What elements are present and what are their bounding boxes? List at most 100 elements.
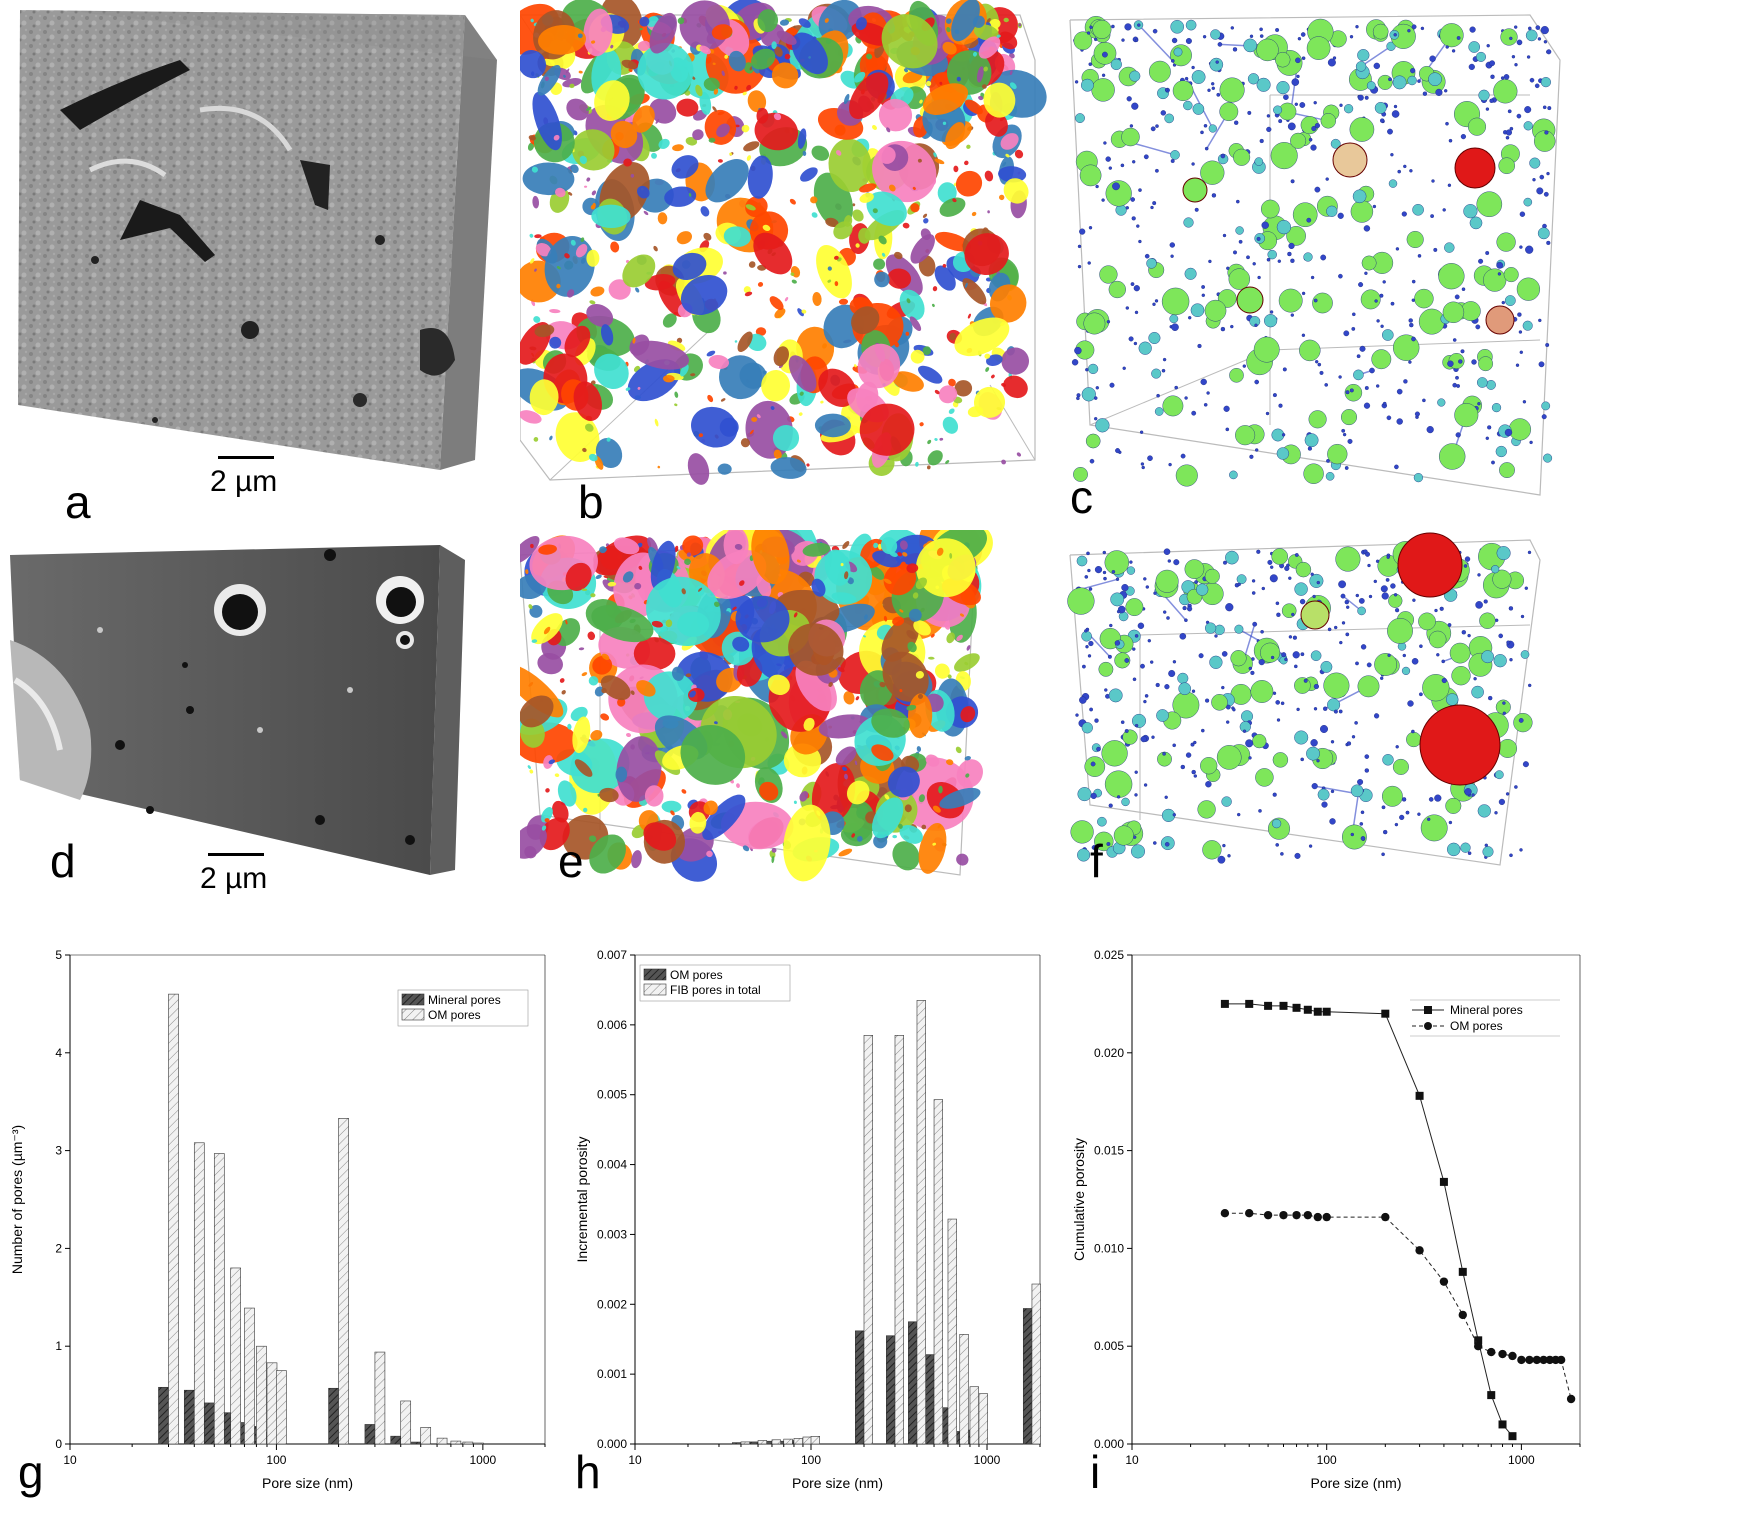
- bar-fib-pores-in-total: [916, 1000, 926, 1445]
- pore-sphere: [1094, 831, 1114, 852]
- pore-blob: [747, 90, 767, 113]
- pore-sphere: [1315, 360, 1319, 364]
- pore-sphere: [1225, 603, 1234, 612]
- pore-sphere: [1095, 386, 1099, 390]
- pore-sphere: [1306, 217, 1312, 223]
- pore-sphere: [1441, 659, 1446, 664]
- pore-sphere: [1232, 47, 1238, 52]
- pore-sphere: [1374, 713, 1380, 719]
- pore-sphere: [1529, 157, 1541, 169]
- pore-sphere: [1546, 240, 1551, 245]
- pore-sphere: [1111, 570, 1116, 574]
- pore-sphere: [1153, 591, 1157, 595]
- pore-blob: [538, 544, 557, 555]
- pore-blob: [553, 134, 560, 141]
- pore-sphere: [1401, 211, 1407, 217]
- marker-circle: [1292, 1210, 1301, 1220]
- pore-sphere: [1456, 384, 1460, 388]
- pore-blob: [797, 308, 804, 317]
- pore-blob: [739, 580, 745, 586]
- pore-sphere: [1364, 386, 1369, 391]
- pore-spheres-f: [1067, 532, 1533, 864]
- pore-blob: [643, 210, 649, 216]
- pore-sphere: [1108, 688, 1123, 703]
- pore-blob: [1003, 17, 1009, 23]
- pore-blob: [706, 850, 713, 858]
- pore-blob: [855, 696, 860, 701]
- pore-sphere: [1401, 666, 1411, 676]
- scale-bar-d: [208, 853, 264, 856]
- pore-blob: [909, 316, 922, 332]
- pore-blob: [583, 8, 613, 57]
- pore-blob: [899, 689, 903, 693]
- pore-sphere: [1274, 52, 1291, 68]
- pore-sphere: [1294, 730, 1309, 745]
- pore-sphere: [1196, 583, 1209, 596]
- pore-sphere: [1506, 640, 1511, 645]
- pore-blob: [932, 842, 937, 846]
- pore-sphere: [1308, 410, 1327, 429]
- pore-blob: [892, 834, 897, 839]
- pore-sphere: [1216, 92, 1221, 97]
- pore-sphere: [1266, 114, 1271, 118]
- pore-sphere: [1306, 36, 1331, 60]
- pore-sphere: [1463, 564, 1468, 568]
- pore-blob: [1003, 178, 1029, 204]
- pore-blob: [930, 633, 935, 638]
- pore-blob: [582, 447, 587, 453]
- pore-sphere: [1349, 388, 1354, 393]
- pore-blob: [580, 237, 585, 243]
- pore-sphere: [1249, 315, 1261, 327]
- legend-label: OM pores: [428, 1008, 481, 1022]
- pore-sphere: [1519, 211, 1526, 217]
- pore-sphere: [1308, 844, 1313, 848]
- pore-sphere: [1485, 250, 1490, 255]
- marker-square: [1313, 1007, 1322, 1016]
- pore-blob: [1016, 452, 1022, 457]
- pore-blob: [578, 70, 583, 74]
- pore-sphere: [1338, 580, 1346, 589]
- pore-blob: [554, 187, 566, 198]
- pore-blob: [910, 349, 925, 364]
- pore-sphere: [1085, 644, 1089, 649]
- pore-sphere: [1357, 606, 1366, 616]
- pore-blob: [811, 145, 830, 161]
- pore-sphere: [1507, 109, 1512, 114]
- pore-sphere: [1419, 644, 1423, 648]
- pore-sphere: [1324, 383, 1329, 387]
- pore-sphere: [1149, 60, 1171, 83]
- marker-square: [1245, 999, 1254, 1008]
- pore-sphere: [1460, 842, 1471, 853]
- pore-sphere: [1538, 361, 1545, 368]
- pore-blob: [998, 31, 1018, 50]
- pore-blob: [534, 268, 537, 272]
- pore-blob: [702, 794, 746, 840]
- pore-sphere: [1170, 19, 1184, 34]
- pore-blob: [734, 340, 738, 343]
- pore-sphere: [1476, 377, 1488, 388]
- bar-om-pores: [244, 1307, 255, 1445]
- pore-sphere: [1208, 124, 1217, 133]
- pore-blob: [872, 208, 878, 214]
- pore-blob: [755, 327, 767, 336]
- pore-sphere: [1277, 259, 1282, 263]
- pore-sphere: [1522, 320, 1533, 331]
- line-mineral-pores: [1224, 1003, 1513, 1437]
- pore-blob: [689, 690, 696, 698]
- pore-sphere: [1162, 395, 1184, 417]
- pore-blob: [606, 437, 611, 442]
- pore-blob: [712, 62, 716, 66]
- pore-blob: [670, 810, 675, 816]
- pore-sphere: [1498, 633, 1504, 639]
- pore-blob: [543, 755, 554, 769]
- pore-sphere: [1358, 598, 1365, 604]
- pore-blob: [899, 540, 908, 550]
- pore-blob: [649, 12, 677, 54]
- pore-blob: [741, 124, 750, 133]
- pore-sphere: [1491, 403, 1502, 413]
- pore-blob: [637, 386, 641, 390]
- pore-blob: [827, 266, 832, 271]
- pore-sphere: [1345, 390, 1350, 395]
- pore-sphere: [1205, 698, 1210, 703]
- pore-blob: [834, 255, 839, 260]
